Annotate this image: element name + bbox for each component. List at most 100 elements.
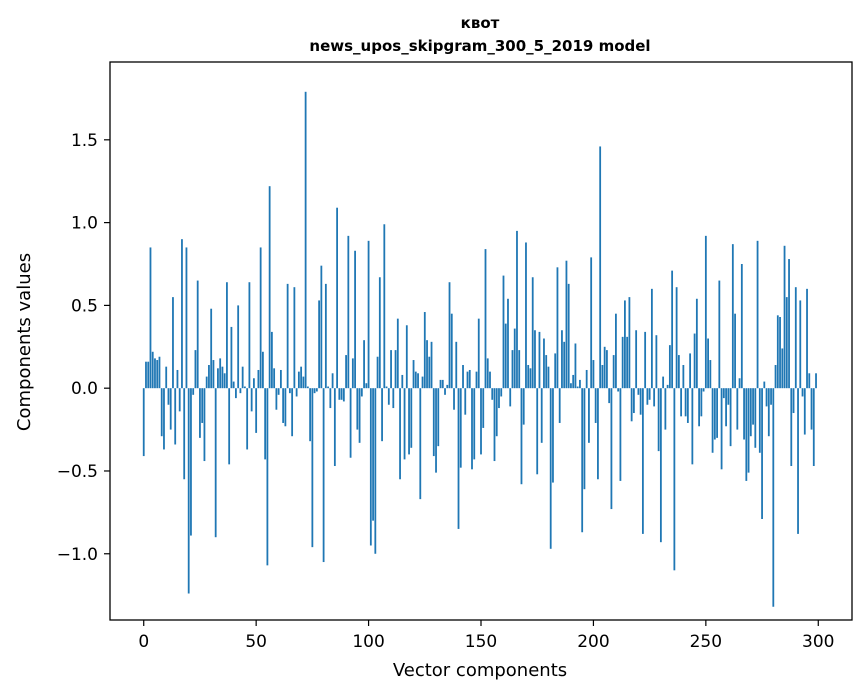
bar <box>554 353 557 389</box>
bar <box>313 388 316 394</box>
bar <box>480 388 482 455</box>
bar <box>401 374 404 389</box>
bar <box>315 388 318 392</box>
bar <box>145 361 147 389</box>
y-tick-label: 1.5 <box>71 131 98 151</box>
bar <box>226 282 228 389</box>
bar <box>639 388 642 415</box>
bar <box>203 388 206 462</box>
bar <box>630 388 633 422</box>
bar <box>156 360 159 389</box>
bar <box>219 358 222 389</box>
bar <box>268 186 271 389</box>
bar <box>169 388 172 430</box>
bar <box>513 328 516 389</box>
bar <box>331 373 334 389</box>
bar <box>255 388 258 433</box>
x-axis-ticks: 0 50 100 150 200 250 300 <box>138 620 834 652</box>
bar <box>648 388 651 400</box>
bar <box>772 388 775 607</box>
bar <box>381 388 383 442</box>
bar <box>680 388 683 417</box>
bar <box>194 350 197 389</box>
bar <box>558 388 561 423</box>
bar <box>601 365 604 389</box>
bar <box>754 388 757 448</box>
bar <box>615 313 617 389</box>
bar <box>583 388 586 490</box>
bar <box>333 388 336 467</box>
bar <box>498 388 500 409</box>
bar <box>300 366 303 389</box>
bar <box>311 388 314 548</box>
bar <box>794 287 797 389</box>
x-tick-label: 100 <box>352 632 384 652</box>
bar <box>774 365 777 389</box>
bar <box>441 379 444 389</box>
bar <box>713 388 716 440</box>
bar <box>327 386 330 389</box>
bar <box>217 368 219 389</box>
bar <box>360 388 363 397</box>
bar <box>223 373 226 389</box>
bar <box>655 335 658 389</box>
bar <box>163 388 165 450</box>
bar <box>304 91 307 389</box>
bar <box>797 388 799 534</box>
bar <box>610 388 613 510</box>
bar <box>466 371 469 389</box>
bar <box>158 356 161 389</box>
bar <box>293 287 296 389</box>
bar <box>385 386 388 389</box>
plot-frame <box>109 61 853 621</box>
bar <box>365 383 368 389</box>
bar <box>603 346 606 389</box>
bar <box>244 386 246 389</box>
bar <box>172 297 174 389</box>
bar <box>453 388 455 410</box>
bar <box>417 373 419 389</box>
bar <box>761 388 763 519</box>
bar <box>729 388 732 447</box>
bar <box>390 350 392 389</box>
bar <box>444 388 446 395</box>
bar <box>561 330 563 389</box>
bar <box>536 388 539 475</box>
bar <box>288 388 291 394</box>
bar <box>493 388 496 462</box>
bar <box>446 384 449 389</box>
bar <box>354 250 356 389</box>
bar <box>529 368 532 389</box>
bar <box>426 340 428 389</box>
bar <box>574 343 577 389</box>
bar <box>410 388 413 448</box>
bar <box>475 371 478 389</box>
bar <box>567 283 570 389</box>
bar <box>392 388 395 409</box>
bar <box>358 388 361 443</box>
bar <box>419 388 422 500</box>
bar <box>597 388 599 480</box>
bar <box>340 388 343 400</box>
bar <box>815 373 817 389</box>
y-axis-ticks: −1.0 −0.5 0.0 0.5 1.0 1.5 <box>57 131 110 565</box>
bar <box>282 388 285 423</box>
bar <box>675 287 678 389</box>
bar <box>302 376 305 389</box>
bar <box>363 340 365 389</box>
bar <box>594 388 597 423</box>
bar <box>725 388 727 427</box>
bar <box>668 345 671 389</box>
y-tick-label: 1.0 <box>71 214 98 234</box>
bar <box>279 369 282 389</box>
bar <box>581 388 584 533</box>
bar <box>779 316 781 389</box>
bar <box>538 331 541 389</box>
bar <box>527 365 530 389</box>
bar <box>183 388 186 480</box>
bar <box>756 240 759 389</box>
bar <box>372 388 374 521</box>
bar <box>525 242 527 389</box>
bar <box>677 355 680 389</box>
